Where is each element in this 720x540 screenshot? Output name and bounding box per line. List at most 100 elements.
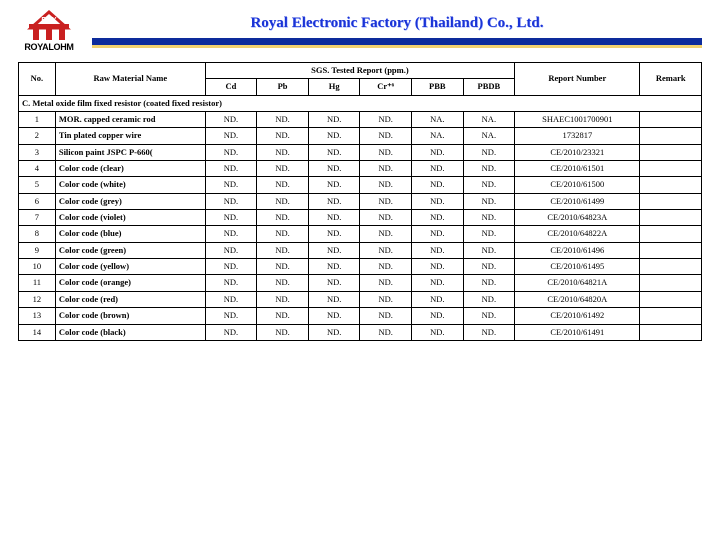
cell-test-3: ND. xyxy=(360,177,412,193)
table-row: 12Color code (red)ND.ND.ND.ND.ND.ND.CE/2… xyxy=(19,291,702,307)
table-row: 7Color code (violet)ND.ND.ND.ND.ND.ND.CE… xyxy=(19,210,702,226)
cell-test-3: ND. xyxy=(360,144,412,160)
table-row: 9Color code (green)ND.ND.ND.ND.ND.ND.CE/… xyxy=(19,242,702,258)
cell-test-0: ND. xyxy=(205,177,257,193)
cell-name: Color code (blue) xyxy=(55,226,205,242)
cell-report: CE/2010/64821A xyxy=(515,275,640,291)
cell-test-5: ND. xyxy=(463,144,515,160)
cell-test-5: ND. xyxy=(463,226,515,242)
cell-test-3: ND. xyxy=(360,112,412,128)
cell-report: SHAEC1001700901 xyxy=(515,112,640,128)
cell-test-3: ND. xyxy=(360,259,412,275)
cell-report: CE/2010/61492 xyxy=(515,308,640,324)
table-row: 13Color code (brown)ND.ND.ND.ND.ND.ND.CE… xyxy=(19,308,702,324)
table-row: 4Color code (clear)ND.ND.ND.ND.ND.ND.CE/… xyxy=(19,161,702,177)
title-area: Royal Electronic Factory (Thailand) Co.,… xyxy=(92,15,702,48)
col-name-header: Raw Material Name xyxy=(55,63,205,96)
cell-test-0: ND. xyxy=(205,210,257,226)
cell-test-1: ND. xyxy=(257,112,309,128)
cell-name: Color code (white) xyxy=(55,177,205,193)
cell-test-4: ND. xyxy=(412,161,464,177)
cell-no: 2 xyxy=(19,128,56,144)
cell-test-4: ND. xyxy=(412,242,464,258)
cell-test-4: ND. xyxy=(412,259,464,275)
cell-test-4: ND. xyxy=(412,226,464,242)
cell-test-0: ND. xyxy=(205,128,257,144)
cell-test-2: ND. xyxy=(308,259,360,275)
cell-test-1: ND. xyxy=(257,324,309,340)
col-pbdb-header: PBDB xyxy=(463,79,515,95)
cell-name: Color code (red) xyxy=(55,291,205,307)
materials-table: No. Raw Material Name SGS. Tested Report… xyxy=(18,62,702,341)
cell-report: 1732817 xyxy=(515,128,640,144)
cell-remark xyxy=(640,308,702,324)
cell-test-1: ND. xyxy=(257,226,309,242)
table-row: 11Color code (orange)ND.ND.ND.ND.ND.ND.C… xyxy=(19,275,702,291)
cell-report: CE/2010/61499 xyxy=(515,193,640,209)
cell-remark xyxy=(640,177,702,193)
cell-test-3: ND. xyxy=(360,275,412,291)
cell-name: Color code (brown) xyxy=(55,308,205,324)
cell-test-2: ND. xyxy=(308,308,360,324)
cell-report: CE/2010/64820A xyxy=(515,291,640,307)
cell-test-4: ND. xyxy=(412,144,464,160)
cell-test-5: ND. xyxy=(463,275,515,291)
cell-remark xyxy=(640,112,702,128)
table-row: 8Color code (blue)ND.ND.ND.ND.ND.ND.CE/2… xyxy=(19,226,702,242)
cell-test-2: ND. xyxy=(308,275,360,291)
cell-test-1: ND. xyxy=(257,242,309,258)
cell-test-0: ND. xyxy=(205,259,257,275)
cell-report: CE/2010/61500 xyxy=(515,177,640,193)
table-row: 3Silicon paint JSPC P-660(ND.ND.ND.ND.ND… xyxy=(19,144,702,160)
table-head: No. Raw Material Name SGS. Tested Report… xyxy=(19,63,702,96)
col-remark-header: Remark xyxy=(640,63,702,96)
cell-test-3: ND. xyxy=(360,308,412,324)
cell-test-4: NA. xyxy=(412,112,464,128)
table-row: 5Color code (white)ND.ND.ND.ND.ND.ND.CE/… xyxy=(19,177,702,193)
cell-remark xyxy=(640,291,702,307)
cell-test-5: ND. xyxy=(463,259,515,275)
table-row: 14Color code (black)ND.ND.ND.ND.ND.ND.CE… xyxy=(19,324,702,340)
cell-test-0: ND. xyxy=(205,226,257,242)
cell-test-1: ND. xyxy=(257,193,309,209)
cell-test-4: ND. xyxy=(412,210,464,226)
cell-test-2: ND. xyxy=(308,291,360,307)
table-row: 6Color code (grey)ND.ND.ND.ND.ND.ND.CE/2… xyxy=(19,193,702,209)
col-cd-header: Cd xyxy=(205,79,257,95)
cell-remark xyxy=(640,275,702,291)
cell-report: CE/2010/61496 xyxy=(515,242,640,258)
cell-test-0: ND. xyxy=(205,161,257,177)
cell-report: CE/2010/61501 xyxy=(515,161,640,177)
table-row: 2Tin plated copper wireND.ND.ND.ND.NA.NA… xyxy=(19,128,702,144)
col-report-header: Report Number xyxy=(515,63,640,96)
cell-report: CE/2010/61491 xyxy=(515,324,640,340)
col-hg-header: Hg xyxy=(308,79,360,95)
cell-remark xyxy=(640,128,702,144)
cell-test-0: ND. xyxy=(205,144,257,160)
header: ROY ROYALOHM Royal Electronic Factory (T… xyxy=(18,10,702,52)
cell-test-1: ND. xyxy=(257,177,309,193)
cell-test-1: ND. xyxy=(257,275,309,291)
cell-test-4: ND. xyxy=(412,275,464,291)
cell-no: 8 xyxy=(19,226,56,242)
cell-no: 5 xyxy=(19,177,56,193)
cell-remark xyxy=(640,210,702,226)
cell-test-5: NA. xyxy=(463,128,515,144)
table-row: 1MOR. capped ceramic rodND.ND.ND.ND.NA.N… xyxy=(19,112,702,128)
col-cr-header: Cr⁺⁶ xyxy=(360,79,412,95)
cell-no: 3 xyxy=(19,144,56,160)
cell-no: 6 xyxy=(19,193,56,209)
cell-test-3: ND. xyxy=(360,210,412,226)
cell-test-2: ND. xyxy=(308,226,360,242)
cell-name: Color code (grey) xyxy=(55,193,205,209)
cell-name: Color code (yellow) xyxy=(55,259,205,275)
cell-test-2: ND. xyxy=(308,242,360,258)
col-sgs-header: SGS. Tested Report (ppm.) xyxy=(205,63,514,79)
col-pbb-header: PBB xyxy=(412,79,464,95)
cell-test-2: ND. xyxy=(308,161,360,177)
royalohm-logo-icon: ROY xyxy=(18,10,80,40)
cell-test-4: ND. xyxy=(412,308,464,324)
cell-test-3: ND. xyxy=(360,324,412,340)
cell-remark xyxy=(640,161,702,177)
cell-test-3: ND. xyxy=(360,291,412,307)
